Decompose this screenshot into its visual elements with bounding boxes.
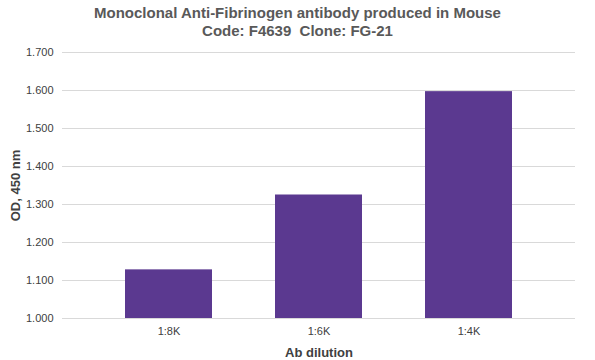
svg-text:1.300: 1.300 — [26, 198, 54, 210]
svg-text:1:6K: 1:6K — [308, 325, 331, 337]
svg-text:OD, 450 nm: OD, 450 nm — [8, 150, 23, 222]
svg-text:1.100: 1.100 — [26, 274, 54, 286]
svg-text:1.600: 1.600 — [26, 84, 54, 96]
svg-text:1.400: 1.400 — [26, 160, 54, 172]
svg-text:1:4K: 1:4K — [458, 325, 481, 337]
html-text:Code: F4639 Clone: FG-21: Code: F4639 Clone: FG-21 — [202, 22, 393, 39]
svg-text:1.000: 1.000 — [26, 312, 54, 324]
html-text:Monoclonal Anti-Fibrinogen ant: Monoclonal Anti-Fibrinogen antibody prod… — [94, 4, 501, 21]
svg-text:1:8K: 1:8K — [158, 325, 181, 337]
svg-text:Ab dilution: Ab dilution — [285, 345, 353, 360]
svg-text:1.500: 1.500 — [26, 122, 54, 134]
svg-text:1.200: 1.200 — [26, 236, 54, 248]
svg-text:1.700: 1.700 — [26, 46, 54, 58]
